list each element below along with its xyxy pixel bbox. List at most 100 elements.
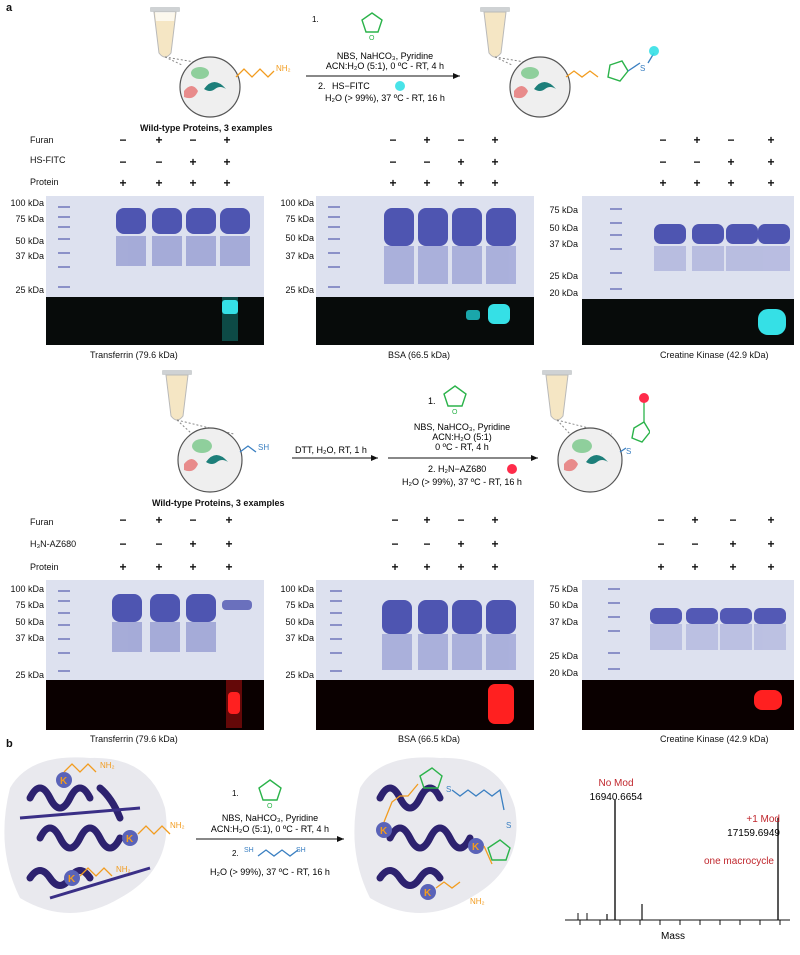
svg-text:O: O bbox=[267, 803, 273, 810]
sign-reagent: − bbox=[693, 155, 701, 169]
sign-protein: + bbox=[155, 560, 163, 574]
sign-reagent: + bbox=[457, 155, 465, 169]
sign-furan: + bbox=[691, 513, 699, 527]
svg-text:O: O bbox=[369, 35, 375, 42]
sign-furan: − bbox=[391, 513, 399, 527]
sign-protein: + bbox=[767, 560, 775, 574]
panel-label-b: b bbox=[6, 738, 13, 750]
gel-bsa-az680 bbox=[316, 580, 534, 730]
mw-label: 75 kDa bbox=[549, 205, 578, 215]
sign-reagent: − bbox=[391, 537, 399, 551]
cond3: H₂O (> 99%), 37 ºC - RT, 16 h bbox=[210, 867, 330, 877]
sign-reagent: + bbox=[225, 537, 233, 551]
amine-label: NH₂ bbox=[100, 761, 115, 770]
cond3: H₂O (> 99%), 37 ºC - RT, 16 h bbox=[325, 93, 445, 103]
tube-icon bbox=[150, 7, 180, 58]
sign-protein: + bbox=[119, 560, 127, 574]
svg-text:K: K bbox=[380, 826, 388, 837]
sign-furan: + bbox=[491, 513, 499, 527]
sign-furan: − bbox=[189, 133, 197, 147]
step1-number: 1. bbox=[428, 396, 436, 406]
peak1-title: No Mod bbox=[598, 778, 633, 789]
svg-text:K: K bbox=[424, 888, 432, 899]
sign-protein: + bbox=[119, 176, 127, 190]
sign-reagent: − bbox=[423, 155, 431, 169]
row-label-furan: Furan bbox=[30, 517, 54, 527]
sign-protein: + bbox=[391, 560, 399, 574]
caption-creatine-kinase: Creatine Kinase (42.9 kDa) bbox=[660, 734, 769, 744]
peak2-mass: 17159.6949 bbox=[727, 828, 780, 839]
caption-bsa: BSA (66.5 kDa) bbox=[388, 350, 451, 360]
cond2: ACN:H₂O (5:1) bbox=[432, 432, 492, 442]
gel-bsa-fitc bbox=[316, 196, 534, 345]
sign-reagent: − bbox=[423, 537, 431, 551]
gel-creatine-kinase-fitc bbox=[582, 196, 794, 345]
sign-reagent: − bbox=[119, 537, 127, 551]
mw-label: 20 kDa bbox=[549, 288, 578, 298]
sign-reagent: + bbox=[457, 537, 465, 551]
mw-label: 100 kDa bbox=[280, 584, 314, 594]
sign-reagent: + bbox=[491, 537, 499, 551]
mw-label: 50 kDa bbox=[285, 617, 314, 627]
mw-label: 37 kDa bbox=[285, 251, 314, 261]
thiol-label: SH bbox=[244, 847, 254, 854]
row-label-protein: Protein bbox=[30, 177, 59, 187]
sign-reagent: + bbox=[223, 155, 231, 169]
amine-label: NH₂ bbox=[276, 64, 291, 73]
tube-icon-product bbox=[480, 7, 510, 58]
mw-label: 37 kDa bbox=[285, 633, 314, 643]
mw-label: 75 kDa bbox=[285, 600, 314, 610]
sign-furan: + bbox=[423, 513, 431, 527]
sign-furan: − bbox=[457, 133, 465, 147]
thiol-label: SH bbox=[258, 443, 269, 452]
svg-text:S: S bbox=[626, 447, 631, 456]
sign-protein: + bbox=[491, 560, 499, 574]
sign-protein: + bbox=[223, 176, 231, 190]
sign-furan: + bbox=[155, 513, 163, 527]
mw-label: 25 kDa bbox=[15, 670, 44, 680]
mw-label: 25 kDa bbox=[549, 271, 578, 281]
sign-reagent: − bbox=[155, 537, 163, 551]
sign-protein: + bbox=[225, 560, 233, 574]
lysine-circle: K bbox=[56, 772, 72, 788]
sign-protein: + bbox=[423, 560, 431, 574]
peak2-title: +1 Mod bbox=[746, 814, 780, 825]
svg-text:K: K bbox=[126, 834, 134, 845]
sign-protein: + bbox=[189, 560, 197, 574]
sign-protein: + bbox=[423, 176, 431, 190]
sign-reagent: + bbox=[767, 155, 775, 169]
svg-text:S: S bbox=[446, 785, 451, 794]
svg-text:K: K bbox=[60, 776, 68, 787]
sign-protein: + bbox=[691, 560, 699, 574]
sign-furan: + bbox=[423, 133, 431, 147]
sign-furan: − bbox=[729, 513, 737, 527]
svg-text:S: S bbox=[506, 821, 511, 830]
caption-transferrin: Transferrin (79.6 kDa) bbox=[90, 734, 178, 744]
mw-label: 25 kDa bbox=[285, 285, 314, 295]
gel-creatine-kinase-az680 bbox=[582, 580, 794, 730]
caption-transferrin: Transferrin (79.6 kDa) bbox=[90, 350, 178, 360]
step1-number: 1. bbox=[312, 15, 319, 24]
mw-label: 37 kDa bbox=[15, 251, 44, 261]
mw-label: 20 kDa bbox=[549, 668, 578, 678]
sign-reagent: − bbox=[119, 155, 127, 169]
row-label-furan: Furan bbox=[30, 135, 54, 145]
thiol-label: SH bbox=[296, 847, 306, 854]
step2-number: 2. bbox=[232, 849, 239, 858]
row-label-protein: Protein bbox=[30, 562, 59, 572]
mw-label: 37 kDa bbox=[549, 617, 578, 627]
cond2: ACN:H₂O (5:1), 0 ºC - RT, 4 h bbox=[211, 824, 329, 834]
sign-protein: + bbox=[767, 176, 775, 190]
sign-protein: + bbox=[389, 176, 397, 190]
sign-furan: + bbox=[693, 133, 701, 147]
sign-protein: + bbox=[727, 176, 735, 190]
sign-reagent: − bbox=[657, 537, 665, 551]
sign-protein: + bbox=[155, 176, 163, 190]
reagent2: HS−FITC bbox=[332, 81, 370, 91]
sign-protein: + bbox=[457, 560, 465, 574]
scheme-1: NH₂ 1. O NBS, NaHCO₃, Pyridine ACN:H₂O (… bbox=[150, 7, 659, 118]
mw-label: 75 kDa bbox=[285, 214, 314, 224]
fitc-dot bbox=[395, 81, 405, 91]
amine-label: NH₂ bbox=[116, 865, 131, 874]
reagent2: 2. H₂N−AZ680 bbox=[428, 464, 486, 474]
